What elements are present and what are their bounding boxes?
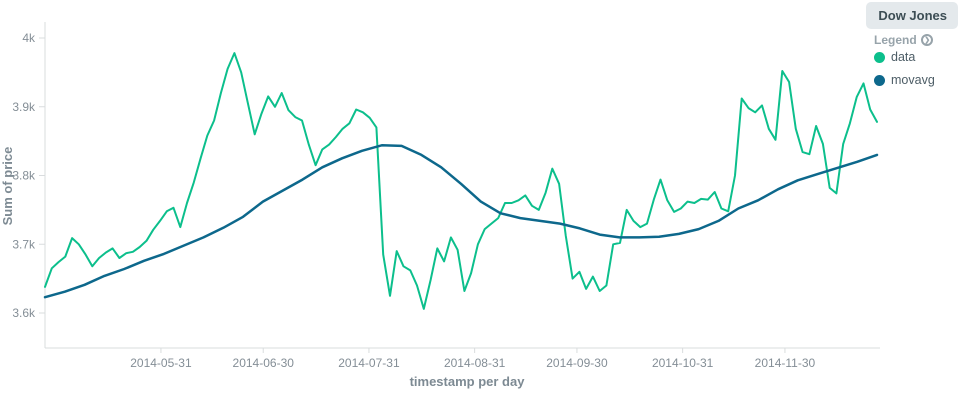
visualization-title: Dow Jones bbox=[866, 2, 958, 29]
axes: 4k 3.9k 3.8k 3.7k 3.6k 2014-05-31 2014-06-30 20… bbox=[12, 22, 880, 370]
legend-label: Legend bbox=[874, 33, 917, 47]
y-tick-label: 3.9k bbox=[12, 100, 36, 114]
x-tick-label: 2014-10-31 bbox=[652, 356, 714, 370]
data-series-line bbox=[44, 52, 878, 310]
y-tick-label: 3.6k bbox=[12, 306, 36, 320]
x-axis-title: timestamp per day bbox=[410, 374, 526, 389]
y-tick-label: 3.8k bbox=[12, 169, 36, 183]
legend-item-label: movavg bbox=[891, 73, 935, 87]
legend-item-data[interactable]: data bbox=[874, 50, 935, 64]
legend-toggle[interactable]: Legend ❯ bbox=[874, 33, 933, 47]
legend-items: data movavg bbox=[874, 50, 935, 96]
x-tick-label: 2014-05-31 bbox=[130, 356, 192, 370]
y-tick-label: 3.7k bbox=[12, 237, 36, 251]
chevron-circle-icon[interactable]: ❯ bbox=[920, 34, 933, 46]
legend-item-movavg[interactable]: movavg bbox=[874, 73, 935, 87]
y-tick-label: 4k bbox=[22, 31, 36, 45]
y-axis-title: Sum of price bbox=[0, 147, 15, 226]
x-tick-label: 2014-09-30 bbox=[546, 356, 608, 370]
movavg-series-line bbox=[43, 144, 879, 299]
x-tick-label: 2014-06-30 bbox=[233, 356, 295, 370]
movavg-series-dot bbox=[874, 74, 885, 86]
legend-item-label: data bbox=[891, 50, 916, 64]
data-series-dot bbox=[874, 51, 885, 63]
x-tick-label: 2014-07-31 bbox=[338, 356, 400, 370]
chart-series bbox=[43, 52, 879, 310]
x-tick-label: 2014-11-30 bbox=[755, 356, 816, 370]
x-tick-label: 2014-08-31 bbox=[444, 356, 506, 370]
legend-panel: Dow Jones Legend ❯ data movavg bbox=[866, 0, 958, 400]
